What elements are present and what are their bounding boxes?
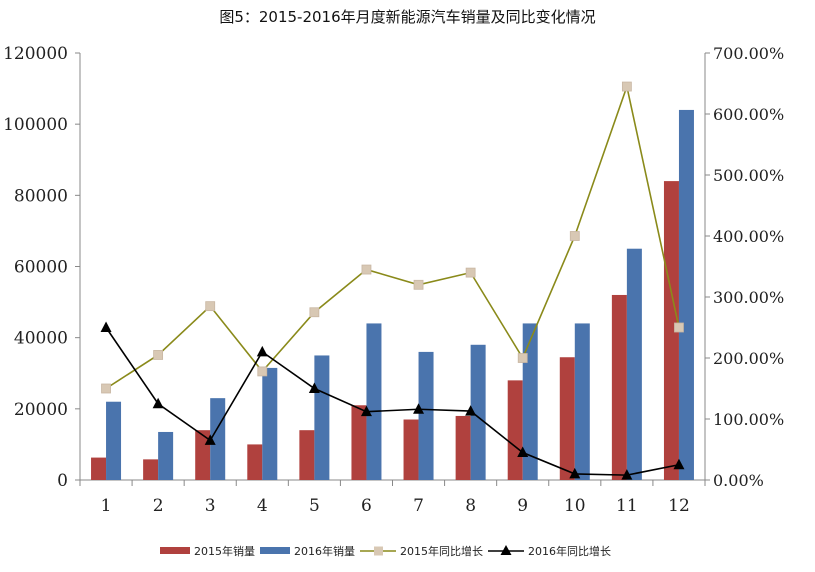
right-tick-label: 0.00% (713, 471, 764, 490)
bar-2016 (470, 344, 486, 480)
point-2016 (413, 403, 425, 414)
x-tick-label: 11 (616, 496, 638, 516)
x-tick-label: 1 (101, 496, 112, 516)
chart-title: 图5：2015-2016年月度新能源汽车销量及同比变化情况 (219, 8, 596, 26)
left-tick-label: 100000 (3, 115, 68, 135)
left-tick-label: 0 (57, 471, 68, 491)
bar-2016 (574, 323, 590, 480)
left-tick-label: 80000 (14, 186, 68, 206)
left-tick-label: 20000 (14, 400, 68, 420)
x-tick-label: 6 (361, 496, 372, 516)
bar-2015 (559, 357, 575, 480)
point-2015 (309, 307, 320, 318)
bar-2015 (507, 380, 523, 480)
point-2015 (465, 267, 476, 278)
legend-label: 2015年销量 (194, 544, 255, 558)
bar-2015 (611, 294, 627, 480)
right-tick-label: 300.00% (713, 288, 784, 307)
point-2015 (205, 301, 216, 312)
point-2016 (621, 469, 633, 480)
x-tick-label: 7 (413, 496, 424, 516)
point-2015 (361, 264, 372, 275)
x-tick-label: 4 (257, 496, 268, 516)
bar-2015 (143, 459, 159, 480)
left-tick-label: 60000 (14, 258, 68, 278)
legend-label: 2016年同比增长 (528, 544, 611, 558)
bar-2016 (106, 401, 122, 480)
bar-2016 (678, 109, 694, 480)
right-tick-label: 400.00% (713, 227, 784, 246)
point-2016 (308, 382, 320, 393)
left-tick-label: 40000 (14, 329, 68, 349)
bar-2016 (262, 367, 278, 480)
bar-2015 (455, 415, 471, 480)
right-tick-label: 100.00% (713, 410, 784, 429)
x-tick-label: 9 (517, 496, 528, 516)
point-2016 (465, 405, 477, 416)
bar-2015 (351, 405, 367, 480)
bar-2015 (299, 430, 315, 480)
line-series-2016 (105, 327, 680, 476)
x-tick-label: 12 (668, 496, 690, 516)
point-2015 (621, 81, 632, 92)
bar-2015 (247, 444, 263, 480)
point-2016 (100, 321, 112, 332)
point-2015 (517, 353, 528, 363)
legend-marker (500, 545, 512, 555)
legend-swatch (160, 547, 190, 554)
bar-2016 (158, 431, 174, 480)
point-2015 (413, 279, 424, 290)
point-2016 (569, 467, 581, 479)
left-tick-label: 120000 (3, 44, 68, 64)
bar-2016 (210, 398, 226, 480)
point-2015 (257, 366, 268, 377)
x-tick-label: 3 (205, 496, 216, 516)
point-2016 (204, 434, 216, 445)
right-tick-label: 600.00% (713, 105, 784, 124)
x-tick-label: 8 (465, 496, 476, 516)
point-2016 (256, 345, 268, 357)
point-2016 (517, 446, 529, 458)
point-2015 (153, 350, 164, 360)
legend-marker (374, 546, 383, 556)
bar-2016 (366, 323, 382, 480)
x-tick-label: 10 (564, 496, 586, 516)
bar-2015 (403, 419, 419, 480)
bar-2016 (314, 355, 330, 480)
bar-2015 (663, 181, 679, 480)
point-2015 (674, 322, 684, 333)
line-series-2015 (105, 83, 680, 390)
right-tick-label: 200.00% (713, 349, 784, 368)
bar-2016 (626, 248, 642, 480)
point-2016 (673, 458, 685, 470)
bar-2015 (195, 430, 211, 480)
point-2016 (152, 397, 164, 409)
legend-swatch (260, 547, 290, 554)
legend-label: 2015年同比增长 (400, 544, 483, 558)
legend-label: 2016年销量 (294, 544, 355, 558)
x-tick-label: 2 (153, 496, 164, 516)
point-2015 (101, 383, 111, 394)
bar-2015 (91, 457, 107, 480)
right-tick-label: 500.00% (713, 166, 784, 185)
bar-2016 (418, 351, 434, 480)
x-tick-label: 5 (309, 496, 320, 516)
point-2016 (360, 405, 372, 417)
point-2015 (569, 231, 580, 241)
right-tick-label: 700.00% (713, 44, 784, 63)
